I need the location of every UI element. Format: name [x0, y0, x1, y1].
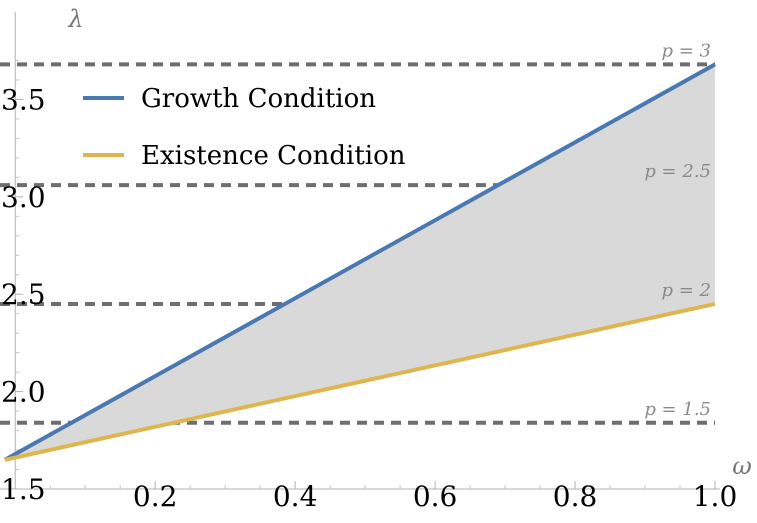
reference-line-label: p = 2.5 [644, 161, 711, 182]
y-tick-label: 1.5 [1, 473, 46, 506]
x-tick-label: 0.8 [553, 480, 598, 513]
y-tick-label: 3.0 [1, 181, 46, 214]
x-tick-label: 0.6 [413, 480, 458, 513]
legend-label: Growth Condition [141, 84, 376, 114]
reference-line-label: p = 2 [662, 280, 712, 301]
series-line [4, 62, 716, 462]
legend-label: Existence Condition [141, 141, 406, 171]
y-tick-label: 3.5 [1, 83, 46, 116]
y-tick-label: 2.5 [1, 278, 46, 311]
y-axis-label: λ [67, 5, 83, 33]
x-tick-label: 1.0 [693, 480, 738, 513]
x-axis-label: ω [732, 452, 752, 480]
reference-line-label: p = 1.5 [644, 399, 711, 420]
series-line [4, 302, 716, 462]
x-tick-label: 0.4 [273, 480, 318, 513]
y-tick-label: 2.0 [1, 376, 46, 409]
reference-line-label: p = 3 [662, 40, 712, 61]
x-tick-label: 0.2 [133, 480, 178, 513]
